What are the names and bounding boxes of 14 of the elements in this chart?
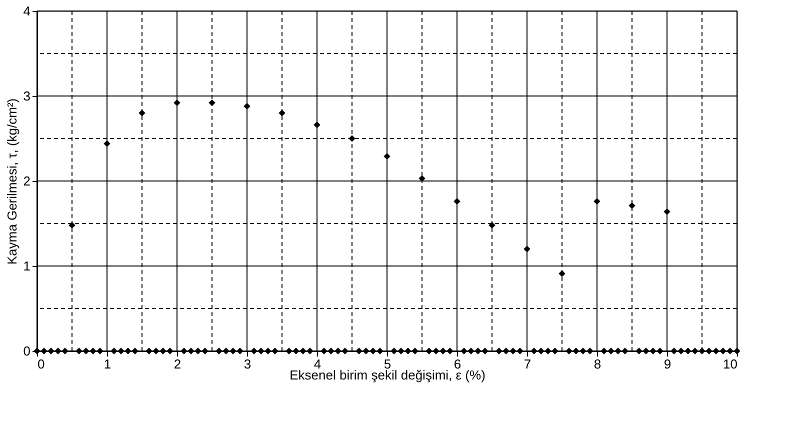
y-tick-label: 2 — [23, 174, 30, 188]
x-tick-label: 9 — [664, 356, 672, 372]
x-tick-label: 8 — [594, 356, 602, 372]
y-tick-label: 1 — [23, 258, 30, 274]
x-tick-label: 1 — [104, 356, 112, 372]
x-tick-label: 3 — [244, 356, 252, 372]
y-tick-label: 3 — [23, 88, 30, 104]
x-tick-label: 7 — [524, 356, 532, 372]
x-tick-label: 10 — [723, 356, 738, 372]
x-tick-label: 2 — [174, 356, 182, 372]
y-axis-title: Kayma Gerilmesi, τ, (kg/cm²) — [4, 98, 20, 265]
y-tick-label: 4 — [23, 4, 30, 18]
y-tick-label: 0 — [23, 344, 30, 358]
x-tick-label: 0 — [38, 356, 45, 372]
